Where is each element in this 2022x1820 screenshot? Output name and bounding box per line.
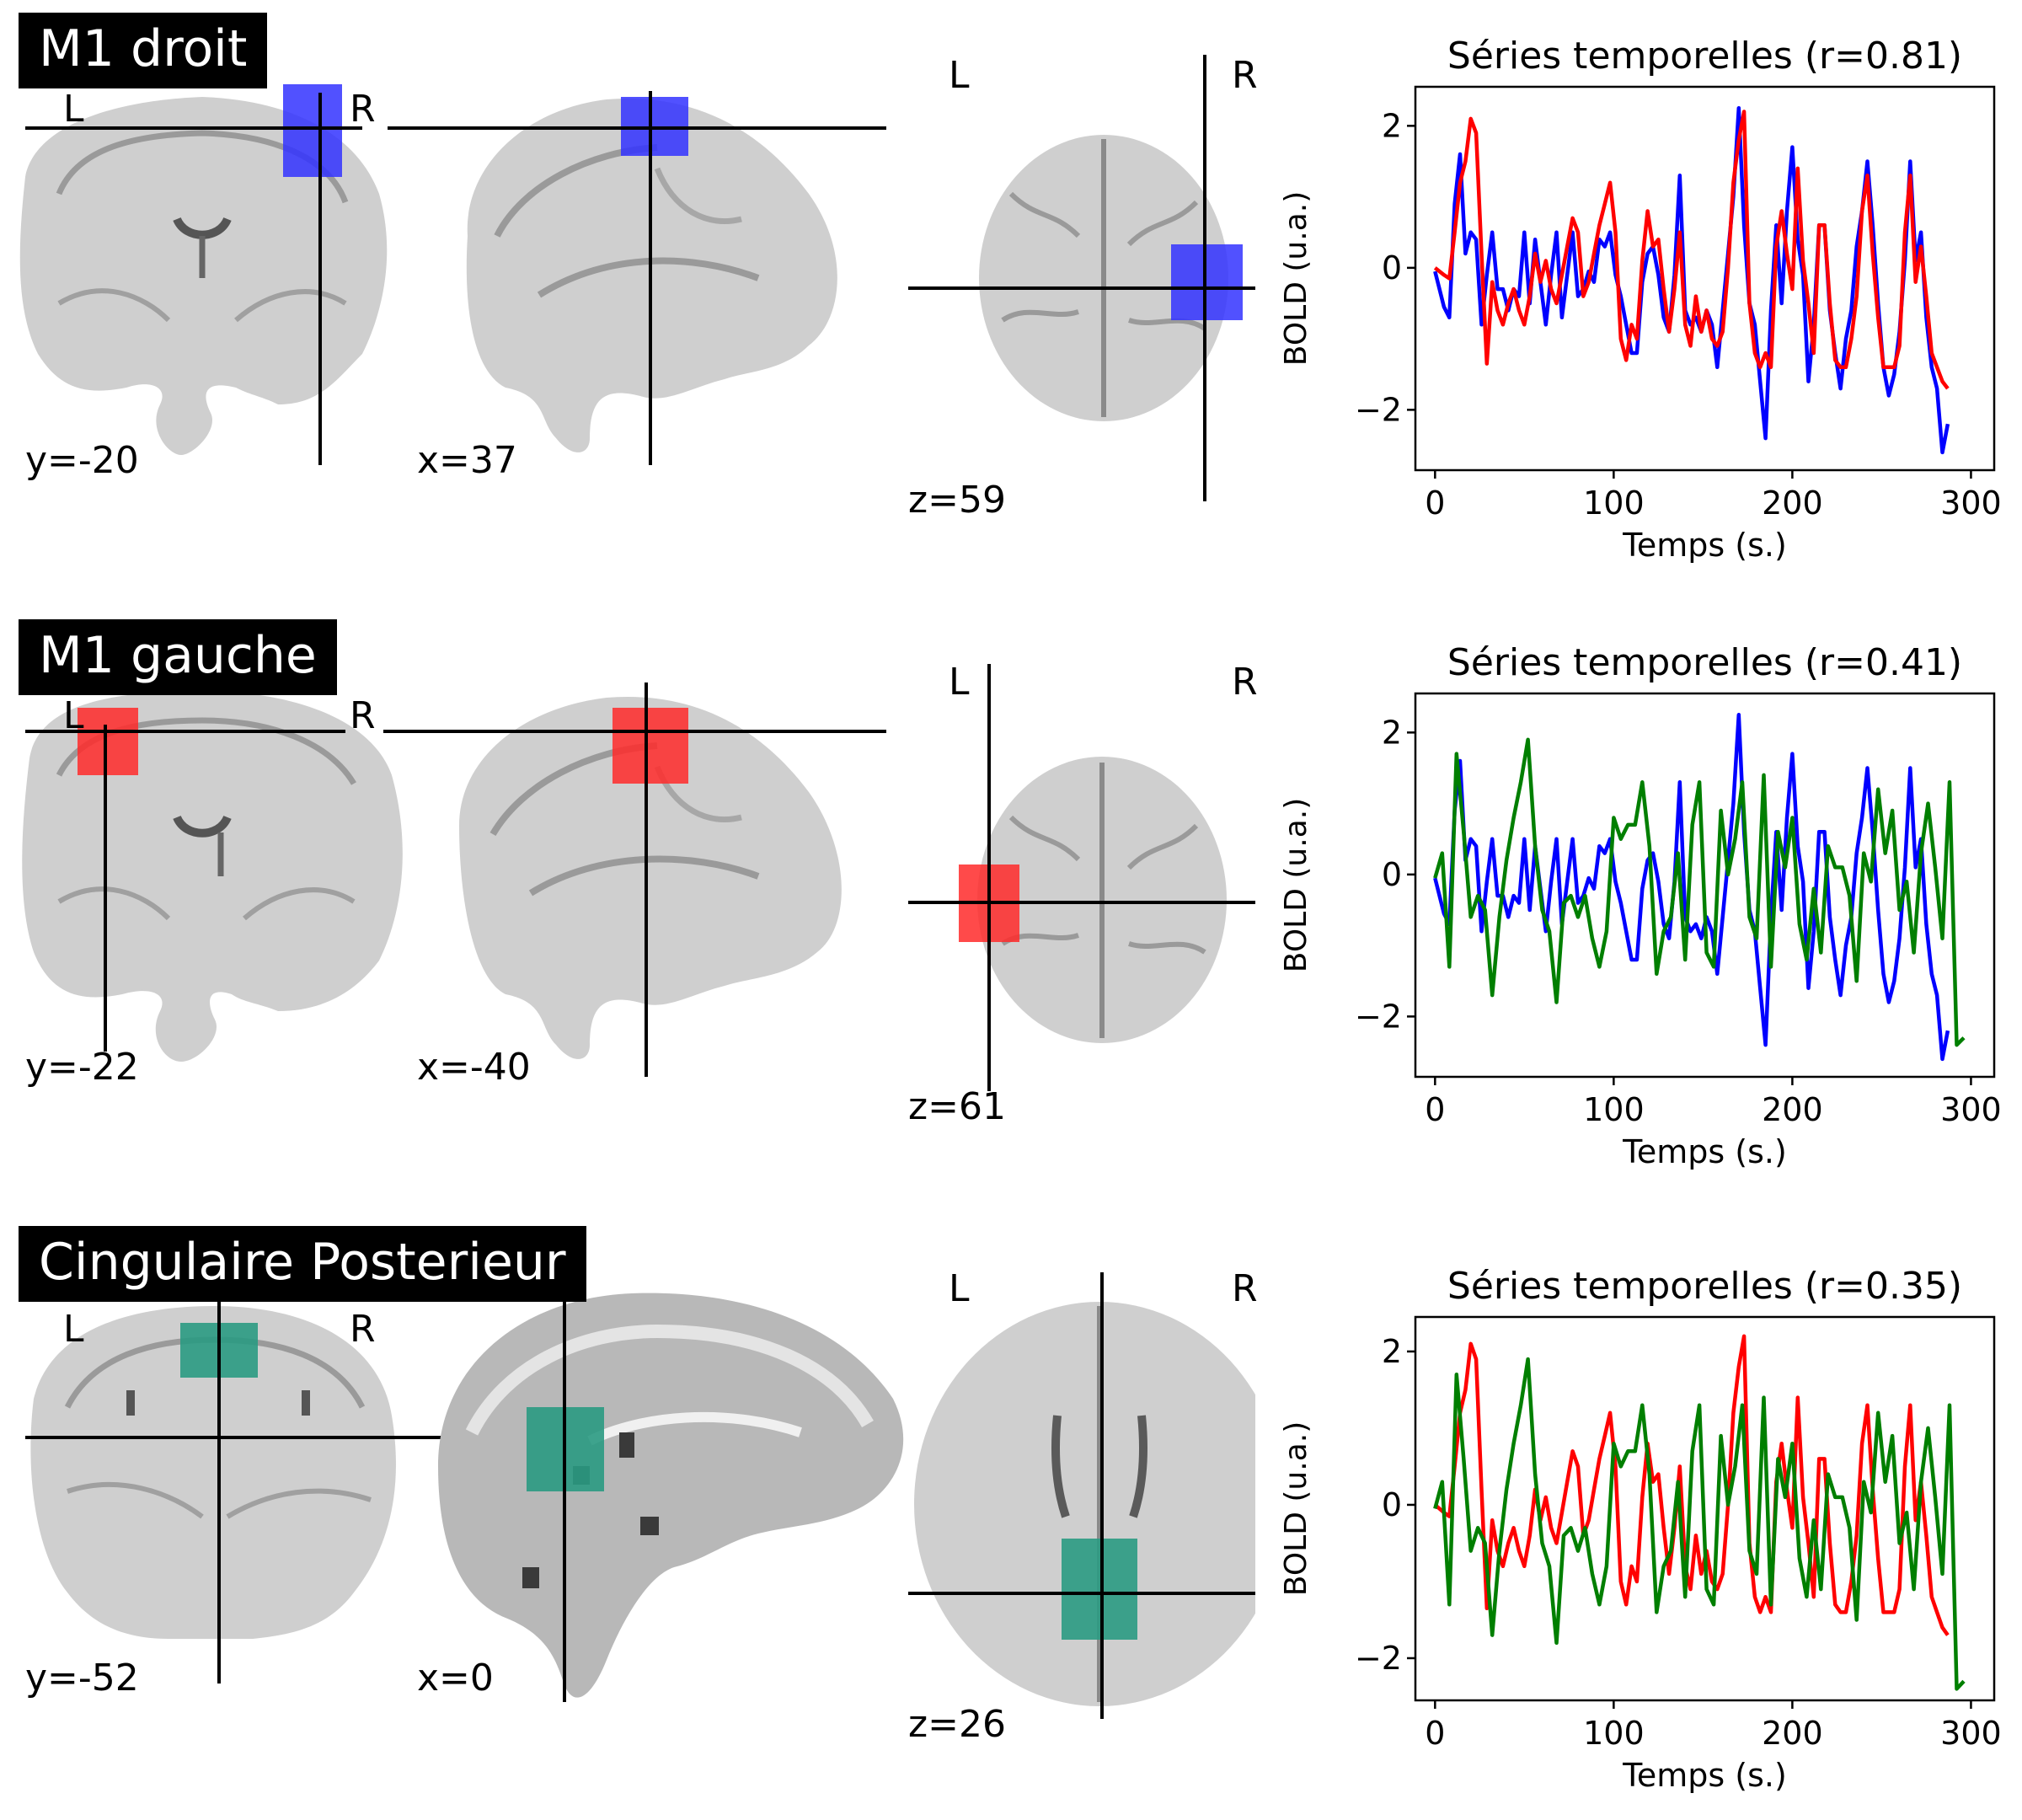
panel-title: Cingulaire Posterieur [19, 1226, 586, 1302]
series-line [1433, 1357, 1966, 1691]
x-tick-label: 100 [1583, 1715, 1645, 1752]
x-tick-label: 0 [1425, 1715, 1445, 1752]
y-tick-label: −2 [1355, 998, 1402, 1035]
coronal-coordinate: y=-20 [25, 439, 139, 482]
x-tick-label: 200 [1762, 1715, 1823, 1752]
chart-title: Séries temporelles (r=0.35) [1447, 1265, 1962, 1308]
orientation-left-label: L [949, 661, 970, 704]
orientation-left-label: L [949, 1267, 970, 1310]
axial-coordinate: z=61 [908, 1085, 1006, 1128]
brain-slices [19, 55, 1255, 501]
sagittal-coordinate: x=0 [417, 1657, 494, 1700]
plot-frame [1414, 85, 1996, 472]
panel-row-m1-droit: M1 droit L R L R y=-20 x=37 z=59 Séries … [0, 0, 2022, 607]
y-axis-label: BOLD (u.a.) [1279, 1421, 1313, 1596]
axial-slice [914, 1302, 1255, 1706]
coronal-slice [30, 1306, 396, 1639]
timeseries-chart: Séries temporelles (r=0.41) 0 100 200 300 −2 0… [1279, 641, 2002, 1170]
series-line [1433, 713, 1950, 1062]
x-axis-label: Temps (s.) [1622, 527, 1787, 564]
brain-slices [22, 664, 1255, 1091]
panel-title: M1 gauche [19, 619, 337, 695]
coronal-slice [19, 84, 388, 455]
x-tick-label: 100 [1583, 1091, 1645, 1128]
series-line [1433, 110, 1950, 390]
x-tick-label: 0 [1425, 484, 1445, 522]
panel-row-m1-gauche: M1 gauche L R L R y=-22 x=-40 z=61 Série… [0, 607, 2022, 1213]
orientation-right-label: R [1232, 54, 1258, 97]
brain-slices [25, 1272, 1255, 1719]
coronal-coordinate: y=-52 [25, 1657, 139, 1700]
orientation-right-label: R [350, 694, 376, 737]
axial-slice [979, 135, 1243, 421]
y-tick-label: 2 [1382, 1333, 1402, 1370]
x-tick-label: 300 [1940, 1715, 2002, 1752]
y-tick-label: 0 [1382, 1486, 1402, 1523]
x-tick-label: 0 [1425, 1091, 1445, 1128]
chart-title: Séries temporelles (r=0.41) [1447, 641, 1962, 684]
series-line [1433, 106, 1950, 455]
panel-row-cingulaire-posterieur: Cingulaire Posterieur L R L R y=-52 x=0 … [0, 1213, 2022, 1820]
panel-title: M1 droit [19, 13, 268, 88]
orientation-left-label: L [63, 1308, 84, 1351]
orientation-left-label: L [63, 88, 84, 131]
orientation-right-label: R [350, 88, 376, 131]
y-axis-label: BOLD (u.a.) [1279, 191, 1313, 366]
plot-frame [1414, 692, 1996, 1079]
x-tick-label: 200 [1762, 484, 1823, 522]
coronal-coordinate: y=-22 [25, 1046, 139, 1089]
orientation-left-label: L [63, 694, 84, 737]
y-tick-label: 0 [1382, 856, 1402, 893]
orientation-right-label: R [350, 1308, 376, 1351]
roi-blob [283, 84, 342, 177]
sagittal-coordinate: x=37 [417, 439, 517, 482]
x-tick-label: 300 [1940, 1091, 2002, 1128]
x-tick-label: 200 [1762, 1091, 1823, 1128]
orientation-left-label: L [949, 54, 970, 97]
x-tick-label: 100 [1583, 484, 1645, 522]
axial-coordinate: z=26 [908, 1703, 1006, 1746]
x-axis-label: Temps (s.) [1622, 1757, 1787, 1794]
y-tick-label: 0 [1382, 249, 1402, 286]
sagittal-slice [438, 1293, 904, 1698]
roi-blob [612, 708, 688, 784]
roi-blob [1171, 244, 1243, 320]
roi-blob [78, 708, 138, 775]
timeseries-chart: Séries temporelles (r=0.81) 0 100 200 300 −2 0… [1279, 35, 2002, 564]
coronal-slice [22, 691, 403, 1062]
timeseries-chart: Séries temporelles (r=0.35) 0 100 200 300 −2 0… [1279, 1265, 2002, 1794]
y-axis-label: BOLD (u.a.) [1279, 798, 1313, 972]
y-tick-label: 2 [1382, 714, 1402, 751]
sagittal-coordinate: x=-40 [417, 1046, 531, 1089]
series-line [1433, 737, 1966, 1047]
axial-slice [959, 757, 1227, 1043]
series-line [1433, 1334, 1950, 1636]
sagittal-slice [459, 696, 842, 1059]
plot-frame [1414, 1315, 1996, 1702]
y-tick-label: −2 [1355, 1640, 1402, 1677]
chart-title: Séries temporelles (r=0.81) [1447, 35, 1962, 78]
axial-coordinate: z=59 [908, 479, 1006, 522]
x-tick-label: 300 [1940, 484, 2002, 522]
roi-blob [1062, 1539, 1137, 1640]
y-tick-label: −2 [1355, 391, 1402, 428]
orientation-right-label: R [1232, 661, 1258, 704]
y-tick-label: 2 [1382, 107, 1402, 144]
orientation-right-label: R [1232, 1267, 1258, 1310]
x-axis-label: Temps (s.) [1622, 1133, 1787, 1170]
